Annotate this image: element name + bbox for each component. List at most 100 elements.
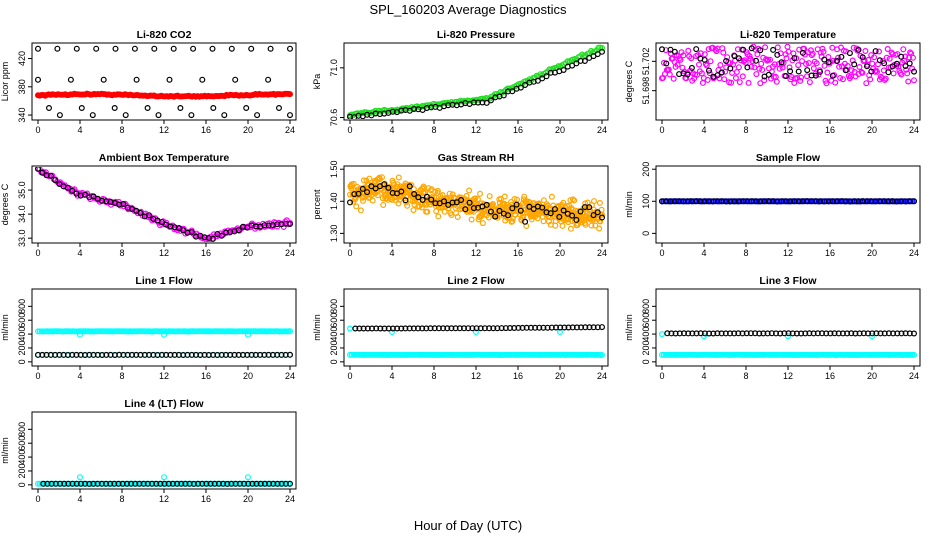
series-magenta	[35, 167, 294, 242]
data-point	[535, 351, 542, 358]
data-point	[195, 480, 202, 487]
panel-title: Gas Stream RH	[438, 152, 514, 164]
data-point	[711, 351, 718, 358]
y-axis-label: ml/min	[624, 191, 634, 218]
data-point	[167, 328, 174, 335]
data-point	[474, 196, 481, 203]
x-tick-label: 0	[659, 125, 664, 135]
data-point	[444, 351, 451, 358]
data-point	[885, 69, 892, 76]
data-point	[153, 480, 160, 487]
data-point	[873, 330, 880, 337]
data-point	[111, 104, 118, 111]
data-point	[174, 480, 181, 487]
data-point	[254, 112, 261, 119]
data-point	[598, 211, 605, 218]
data-point	[827, 330, 834, 337]
data-point	[858, 68, 865, 75]
data-point	[506, 351, 513, 358]
data-point	[898, 71, 905, 78]
data-point	[829, 72, 836, 79]
y-tick-label: 800	[329, 299, 339, 314]
y-tick-label: 1.30	[329, 225, 339, 243]
x-tick-label: 20	[867, 248, 877, 258]
data-point	[697, 351, 704, 358]
x-tick-label: 0	[659, 248, 664, 258]
data-point	[810, 65, 817, 72]
data-point	[177, 104, 184, 111]
data-point	[473, 351, 480, 358]
data-point	[56, 351, 63, 358]
data-point	[875, 48, 882, 55]
data-points	[35, 167, 294, 242]
data-point	[243, 104, 250, 111]
x-tick-label: 12	[159, 494, 169, 504]
data-point	[691, 75, 698, 82]
x-tick-label: 8	[119, 125, 124, 135]
data-point	[34, 76, 41, 83]
x-tick-label: 4	[77, 248, 82, 258]
data-point	[746, 52, 753, 59]
data-point	[287, 328, 294, 335]
y-axis-label: ml/min	[0, 314, 10, 341]
data-point	[96, 328, 103, 335]
y-axis-label: ml/min	[0, 437, 10, 464]
x-tick-label: 12	[159, 248, 169, 258]
data-point	[277, 328, 284, 335]
data-point	[437, 351, 444, 358]
data-point	[740, 351, 747, 358]
data-point	[515, 324, 522, 331]
data-point	[513, 201, 520, 208]
data-point	[791, 79, 798, 86]
data-point	[581, 57, 588, 64]
data-point	[764, 57, 771, 64]
data-point	[590, 198, 597, 205]
data-point	[824, 69, 831, 76]
x-tick-label: 24	[285, 125, 295, 135]
data-point	[846, 50, 853, 57]
data-point	[161, 474, 168, 481]
data-point	[52, 177, 59, 184]
data-point	[224, 480, 231, 487]
data-point	[910, 77, 917, 84]
data-point	[700, 333, 707, 340]
data-point	[536, 324, 543, 331]
data-point	[809, 50, 816, 57]
data-point	[419, 196, 426, 203]
data-point	[706, 351, 713, 358]
data-point	[389, 329, 396, 336]
data-point	[161, 480, 168, 487]
data-point	[129, 351, 136, 358]
data-point	[903, 351, 910, 358]
data-point	[410, 207, 417, 214]
data-point	[65, 480, 72, 487]
data-point	[799, 58, 806, 65]
data-point	[441, 351, 448, 358]
data-point	[248, 351, 255, 358]
data-point	[180, 227, 187, 234]
x-tick-label: 16	[825, 371, 835, 381]
data-point	[594, 209, 601, 216]
data-point	[856, 63, 863, 70]
data-point	[248, 45, 255, 52]
x-tick-label: 20	[243, 494, 253, 504]
x-tick-label: 20	[243, 248, 253, 258]
data-point	[891, 351, 898, 358]
data-point	[573, 324, 580, 331]
data-point	[259, 480, 266, 487]
x-tick-label: 16	[201, 248, 211, 258]
data-point	[900, 46, 907, 53]
data-point	[203, 480, 210, 487]
data-point	[287, 480, 294, 487]
data-point	[898, 330, 905, 337]
x-tick-label: 16	[513, 248, 523, 258]
data-point	[45, 104, 52, 111]
data-point	[502, 351, 509, 358]
data-point	[757, 80, 764, 87]
data-point	[190, 45, 197, 52]
data-point	[569, 212, 576, 219]
data-point	[592, 222, 599, 229]
data-point	[774, 51, 781, 58]
x-tick-label: 8	[431, 371, 436, 381]
data-point	[61, 480, 68, 487]
